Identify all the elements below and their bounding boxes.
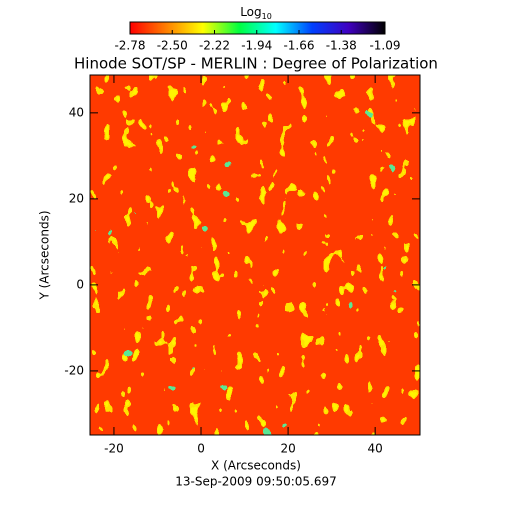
colorbar-tick-label: -2.78 <box>114 39 145 53</box>
x-tick-label: -20 <box>104 442 124 456</box>
y-axis-label: Y (Arcseconds) <box>38 210 52 300</box>
x-axis-label: X (Arcseconds) <box>211 459 301 473</box>
colorbar-tick-label: -2.50 <box>157 39 188 53</box>
x-tick-label: 40 <box>368 442 383 456</box>
y-tick-label: 20 <box>69 191 84 205</box>
x-tick-label: 20 <box>280 442 295 456</box>
y-tick-label: 40 <box>69 105 84 119</box>
colorbar-tick-label: -2.22 <box>199 39 230 53</box>
plot-frame <box>89 74 421 436</box>
timestamp: 13-Sep-2009 09:50:05.697 <box>175 475 337 489</box>
colorbar-tick-label: -1.94 <box>241 39 272 53</box>
x-tick-label: 0 <box>197 442 205 456</box>
colorbar <box>129 21 386 35</box>
colorbar-label-text: Log <box>240 5 261 19</box>
y-tick-label: 0 <box>76 277 84 291</box>
chart-title: Hinode SOT/SP - MERLIN : Degree of Polar… <box>74 55 438 73</box>
heatmap-texture <box>90 75 420 435</box>
colorbar-tick-label: -1.09 <box>369 39 400 53</box>
heatmap-image <box>90 75 420 435</box>
colorbar-label-subscript: 10 <box>262 12 272 21</box>
colorbar-tick-label: -1.66 <box>283 39 314 53</box>
y-tick-label: -20 <box>64 363 84 377</box>
colorbar-label: Log10 <box>240 5 272 21</box>
colorbar-tick-label: -1.38 <box>326 39 357 53</box>
